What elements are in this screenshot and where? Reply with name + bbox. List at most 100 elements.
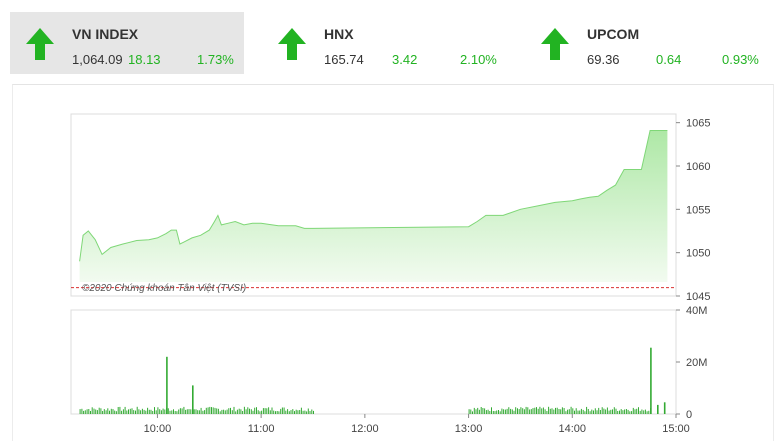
volume-bar [541, 408, 543, 414]
volume-bar [567, 409, 569, 414]
volume-bar [91, 407, 93, 414]
volume-bar [584, 411, 586, 414]
volume-bar [586, 406, 588, 414]
volume-bar [162, 408, 164, 414]
volume-bar [188, 409, 190, 414]
volume-bar [164, 409, 166, 414]
index-percent: 2.10% [460, 52, 497, 67]
volume-bar [599, 410, 601, 414]
volume-bar [613, 407, 615, 414]
volume-bar [632, 407, 634, 414]
volume-bar [143, 409, 145, 414]
index-tile-upcom[interactable]: UPCOM 69.36 0.64 0.93% [525, 12, 775, 74]
volume-spike [650, 347, 652, 414]
volume-bar [561, 407, 563, 414]
volume-bar [224, 410, 226, 414]
volume-bar [254, 407, 256, 414]
volume-bar [510, 408, 512, 414]
volume-bar [211, 407, 212, 414]
price-tick-label: 1045 [686, 291, 710, 303]
watermark: ©2020 Chứng khoán Tân Việt (TVSI) [82, 283, 246, 294]
volume-bar [629, 411, 631, 414]
volume-bar [204, 410, 206, 414]
volume-bar [150, 409, 152, 414]
time-tick-label: 14:00 [559, 423, 587, 435]
volume-bar [580, 408, 582, 414]
volume-bar [311, 409, 313, 414]
index-percent: 1.73% [197, 52, 234, 67]
volume-bar [88, 409, 90, 414]
index-value: 1,064.09 [72, 52, 123, 67]
volume-bar [487, 409, 489, 414]
volume-bar [219, 411, 221, 414]
volume-bar [643, 410, 645, 414]
volume-bar [133, 410, 135, 414]
volume-bar [511, 409, 513, 414]
volume-bar [302, 410, 304, 414]
volume-bar [542, 407, 544, 414]
time-tick-label: 10:00 [144, 423, 172, 435]
volume-bar [608, 410, 610, 414]
volume-bar [197, 410, 199, 414]
volume-bar [247, 407, 249, 414]
volume-bar [473, 407, 475, 414]
volume-bar [306, 411, 308, 414]
volume-bar [205, 407, 207, 414]
index-tiles: VN INDEX 1,064.09 18.13 1.73% HNX 165.74… [0, 0, 780, 78]
volume-bar [259, 411, 261, 414]
volume-bar [489, 411, 491, 414]
volume-bar [273, 410, 275, 414]
index-tile-hnx[interactable]: HNX 165.74 3.42 2.10% [262, 12, 512, 74]
price-tick-label: 1055 [686, 204, 710, 216]
volume-bar [641, 409, 643, 414]
volume-tick-label: 40M [686, 305, 707, 317]
volume-bar [518, 409, 520, 414]
volume-bar [603, 408, 605, 414]
volume-bar [169, 410, 171, 414]
index-name: UPCOM [587, 26, 640, 42]
volume-bar [128, 409, 129, 414]
volume-bar [84, 410, 86, 414]
volume-bar [115, 411, 117, 414]
volume-bar [112, 409, 114, 414]
volume-bar [606, 407, 608, 414]
volume-bar [214, 407, 216, 414]
time-tick-label: 13:00 [455, 423, 483, 435]
volume-bar [532, 408, 534, 414]
volume-spike [663, 402, 666, 414]
volume-bar [496, 410, 498, 414]
volume-bar [86, 409, 88, 414]
volume-tick-label: 0 [686, 409, 692, 421]
volume-bar [281, 407, 283, 414]
index-name: VN INDEX [72, 26, 139, 42]
volume-bar [612, 409, 613, 414]
volume-bar [638, 407, 639, 414]
volume-bar [513, 410, 515, 414]
volume-bar [110, 408, 112, 414]
volume-bar [570, 406, 572, 414]
volume-bar [256, 407, 257, 414]
volume-bar [176, 411, 178, 414]
time-tick-label: 12:00 [351, 423, 379, 435]
volume-bar [207, 407, 209, 414]
volume-bar [159, 409, 161, 414]
volume-spike [166, 356, 168, 414]
volume-bar [619, 410, 620, 414]
volume-bar [278, 411, 280, 414]
volume-bar [615, 408, 617, 414]
index-tile-vnindex[interactable]: VN INDEX 1,064.09 18.13 1.73% [10, 12, 244, 74]
volume-bar [285, 410, 287, 414]
volume-bar [179, 408, 181, 414]
time-tick-label: 15:00 [662, 423, 690, 435]
volume-bar [186, 409, 188, 414]
volume-bar [563, 408, 565, 414]
volume-bar [523, 409, 525, 414]
volume-bar [257, 410, 259, 414]
volume-bar [131, 408, 133, 414]
volume-bar [268, 407, 270, 414]
volume-bar [269, 410, 271, 414]
volume-bar [102, 411, 104, 414]
volume-bar [624, 409, 626, 414]
volume-bar [620, 409, 622, 414]
volume-bar [568, 409, 570, 414]
